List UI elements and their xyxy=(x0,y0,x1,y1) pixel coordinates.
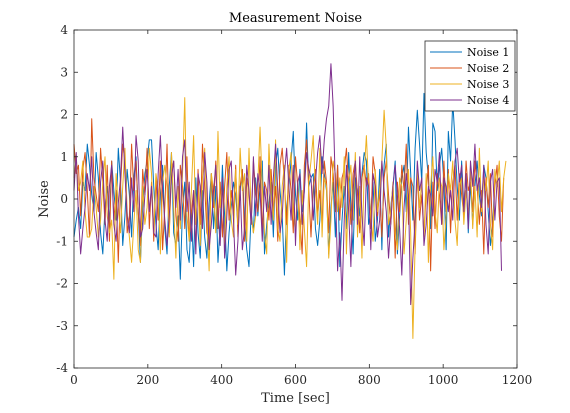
x-axis-label: Time [sec] xyxy=(261,391,330,406)
y-tick-label: 1 xyxy=(60,150,68,164)
legend: Noise 1 Noise 2 Noise 3 Noise 4 xyxy=(424,40,516,112)
x-tick-label: 1000 xyxy=(428,373,459,387)
y-tick-label: 4 xyxy=(60,23,68,37)
series-line-noise-4 xyxy=(73,63,502,306)
x-tick-label: 200 xyxy=(136,373,159,387)
y-tick-label: -4 xyxy=(56,361,68,375)
y-tick-label: 2 xyxy=(60,108,68,122)
y-tick-label: 0 xyxy=(60,192,68,206)
ticks-group: 0 200 400 600 800 1000 1200 -4 -3 -2 -1 0 1 2 3 4 xyxy=(56,23,532,387)
chart-title: Measurement Noise xyxy=(229,11,362,26)
x-tick-label: 1200 xyxy=(502,373,533,387)
x-tick-label: 800 xyxy=(358,373,381,387)
legend-entry-noise-1: Noise 1 xyxy=(467,46,509,59)
y-tick-label: -1 xyxy=(56,234,68,248)
y-tick-label: 3 xyxy=(60,65,68,79)
y-tick-label: -3 xyxy=(56,319,68,333)
y-axis-label: Noise xyxy=(37,180,52,218)
y-tick-label: -2 xyxy=(56,277,68,291)
x-tick-label: 0 xyxy=(70,373,78,387)
legend-entry-noise-2: Noise 2 xyxy=(467,62,509,75)
x-tick-label: 600 xyxy=(284,373,307,387)
series-group xyxy=(73,63,507,339)
legend-entry-noise-4: Noise 4 xyxy=(467,94,509,107)
legend-entry-noise-3: Noise 3 xyxy=(467,78,509,91)
legend-box xyxy=(424,40,516,112)
x-tick-label: 400 xyxy=(210,373,233,387)
